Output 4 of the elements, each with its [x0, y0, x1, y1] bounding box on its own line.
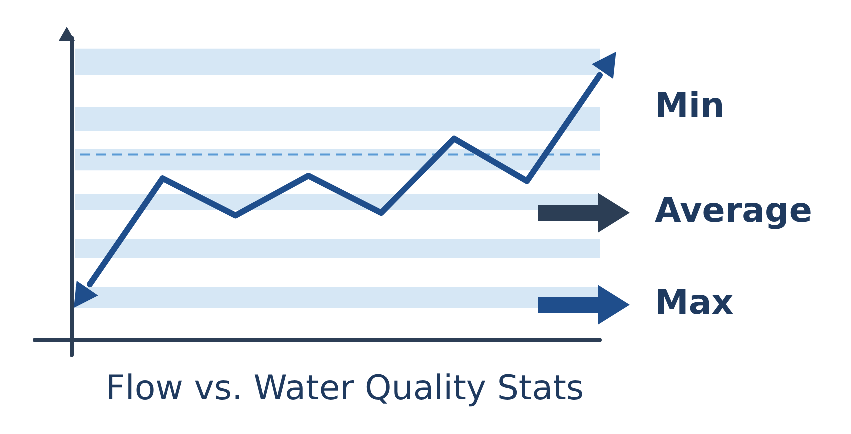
- text: Max: [655, 282, 734, 323]
- text: Min: [655, 86, 725, 126]
- text: Flow vs. Water Quality Stats: [106, 368, 584, 408]
- text: Average: [655, 190, 812, 231]
